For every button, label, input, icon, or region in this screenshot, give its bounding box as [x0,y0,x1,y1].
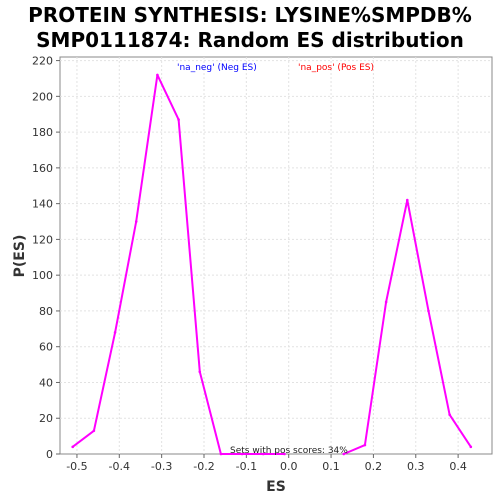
y-axis-ticks: 0 20 40 60 80 100 120 140 160 180 200 220 [32,55,60,461]
y-tick-label: 100 [32,269,53,282]
legend-entry-neg: 'na_neg' (Neg ES) [177,63,257,73]
data-point [134,220,138,223]
x-axis-ticks: -0.5 -0.4 -0.3 -0.2 -0.1 0.0 0.1 0.2 0.3 0.4 [66,454,467,473]
pos-scores-annotation: Sets with pos scores: 34% [230,446,348,456]
x-tick-label: -0.5 [66,460,87,473]
data-point [261,452,265,456]
gridlines [60,57,492,454]
x-tick-label: -0.1 [236,460,257,473]
data-point [240,452,244,456]
x-tick-label: 0.3 [407,460,425,473]
data-point [363,443,367,447]
data-point [427,309,430,313]
chart-title-line1: PROTEIN SYNTHESIS: LYSINE%SMPDB% [28,3,472,27]
chart-title-line2: SMP0111874: Random ES distribution [36,28,464,52]
data-point [405,198,409,202]
legend-entry-pos: 'na_pos' (Pos ES) [298,63,374,73]
data-point [156,73,159,77]
y-tick-label: 160 [32,162,53,175]
data-point [177,118,180,121]
y-tick-label: 60 [39,341,53,354]
x-tick-label: 0.1 [322,460,340,473]
data-point [219,452,223,456]
data-point [92,429,96,433]
y-tick-label: 200 [32,90,53,103]
x-tick-label: -0.2 [193,460,214,473]
series-group [71,73,473,456]
x-axis-label: ES [266,479,286,495]
x-tick-label: 0.0 [280,460,298,473]
y-tick-label: 40 [39,376,53,389]
y-tick-label: 120 [32,233,53,246]
data-point [198,370,202,374]
y-tick-label: 220 [32,55,53,68]
y-tick-label: 140 [32,198,53,211]
data-point [448,413,451,416]
data-point [469,445,473,449]
data-point [283,452,286,456]
x-tick-label: -0.3 [151,460,172,473]
y-tick-label: 20 [39,412,53,425]
data-point [342,452,346,456]
y-tick-label: 180 [32,126,53,139]
data-point [113,331,117,334]
x-tick-label: 0.2 [365,460,383,473]
y-tick-label: 0 [46,448,53,461]
data-point [71,445,75,449]
y-tick-label: 80 [39,305,53,318]
plot-area [59,56,493,455]
y-axis-label: P(ES) [12,235,28,278]
x-tick-label: -0.4 [109,460,130,473]
data-point [384,300,388,304]
x-tick-label: 0.4 [449,460,467,473]
